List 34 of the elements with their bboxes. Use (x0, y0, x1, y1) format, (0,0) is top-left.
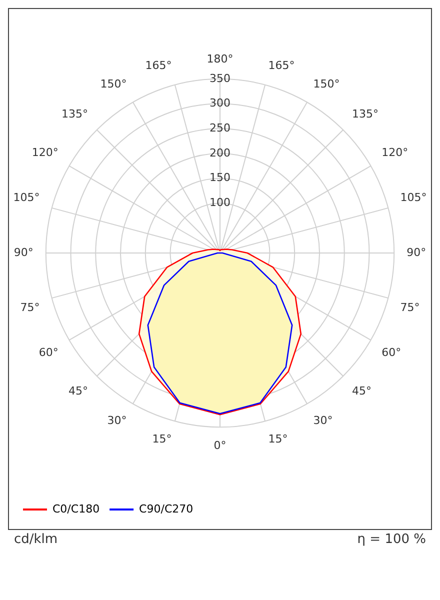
spoke-label: 90° (14, 246, 34, 259)
spoke-label: 30° (313, 414, 333, 428)
spoke-label: 75° (20, 300, 40, 314)
spoke-label: 135° (352, 107, 378, 120)
spoke-label: 60° (382, 346, 402, 359)
spoke-label: 45° (68, 384, 88, 398)
text: cd/klm (14, 532, 58, 547)
spoke-label: 30° (107, 414, 127, 428)
legend-label: C0/C180 (52, 502, 100, 516)
spoke-label: 165° (145, 59, 172, 72)
spoke-label: 90° (406, 246, 426, 259)
text: η = 100 % (357, 532, 426, 547)
spoke-label: 165° (268, 59, 295, 72)
spoke-label: 150° (100, 78, 127, 91)
y-tick-label: 250 (210, 121, 230, 134)
spoke-label: 120° (32, 146, 58, 159)
y-tick-label: 300 (210, 96, 230, 110)
y-tick-label: 100 (210, 196, 230, 210)
spoke-label: 0° (214, 439, 226, 452)
spoke-label: 15° (152, 432, 172, 446)
legend-label: C90/C270 (139, 502, 194, 516)
spoke-label: 75° (400, 300, 420, 314)
y-tick-label: 350 (210, 72, 230, 85)
spoke-label: 120° (382, 146, 408, 159)
spoke-label: 105° (13, 190, 40, 204)
spoke-label: 180° (206, 52, 234, 66)
spoke-label: 150° (313, 78, 340, 91)
y-tick-label: 200 (210, 146, 230, 160)
spoke-label: 45° (352, 384, 372, 398)
spoke-label: 135° (62, 107, 88, 120)
y-tick-label: 150 (210, 171, 230, 184)
spoke-label: 105° (400, 190, 427, 204)
spoke-label: 15° (268, 432, 288, 446)
spoke-label: 60° (38, 346, 58, 359)
